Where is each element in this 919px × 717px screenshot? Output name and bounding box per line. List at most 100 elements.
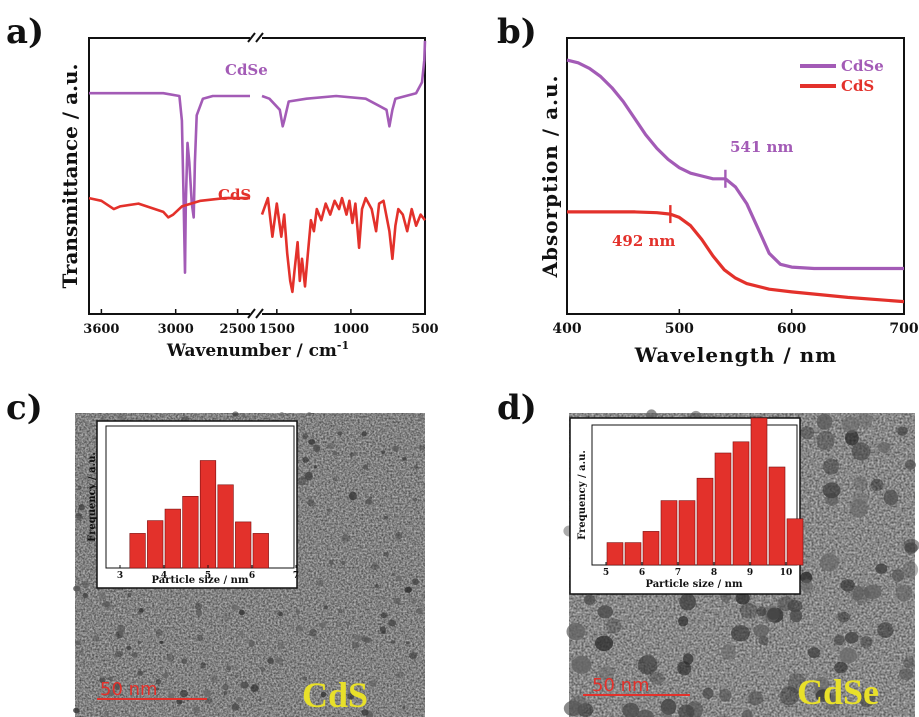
nanoparticle (395, 532, 403, 540)
nanoparticle (374, 584, 380, 589)
hist-cdse-x-tick-label: 7 (675, 568, 681, 578)
nanoparticle (363, 637, 371, 643)
nanoparticle (231, 604, 239, 611)
nanoparticle (313, 465, 318, 469)
nanoparticle (222, 613, 231, 621)
scalebar-label-cds: 50 nm (100, 679, 158, 700)
nanoparticle (758, 635, 769, 646)
nanoparticle (351, 642, 360, 649)
nanoparticle (594, 635, 614, 651)
ftir-x-tick-label: 2500 (220, 322, 256, 337)
nanoparticle (731, 625, 750, 642)
nanoparticle (77, 486, 82, 490)
ftir-series-cds-segment-2 (260, 196, 427, 294)
nanoparticle (81, 580, 89, 589)
nanoparticle (875, 563, 888, 574)
nanoparticle (413, 498, 418, 502)
nanoparticle (197, 635, 203, 641)
uvvis-x-tick-label: 500 (665, 321, 694, 337)
nanoparticle (295, 610, 300, 615)
nanoparticle (139, 607, 144, 613)
nanoparticle (381, 595, 386, 600)
nanoparticle (844, 631, 859, 644)
nanoparticle (883, 489, 899, 506)
uvvis-series-cdse (566, 58, 904, 271)
nanoparticle (853, 476, 868, 491)
hist-cds-x-tick-label: 5 (205, 571, 211, 581)
uvvis-annotation-541: 541 nm (730, 138, 793, 156)
nanoparticle (349, 452, 354, 457)
ftir-chart: 3600 3000 2500 1500 1000 500 CdSe CdS Wavenum… (58, 32, 439, 361)
hist-cdse-x-tick-label: 9 (747, 568, 753, 578)
nanoparticle (583, 594, 596, 605)
nanoparticle (409, 652, 418, 660)
nanoparticle (307, 412, 312, 416)
nanoparticle (569, 695, 588, 715)
panel-label-b: b) (497, 12, 537, 52)
nanoparticle (892, 569, 904, 582)
nanoparticle (298, 476, 307, 486)
hist-cds-y-label: Frequency / a.u. (87, 452, 98, 542)
nanoparticle (839, 647, 857, 664)
nanoparticle (241, 413, 246, 418)
nanoparticle (566, 623, 586, 641)
nanoparticle (720, 593, 731, 603)
nanoparticle (816, 413, 833, 430)
nanoparticle (823, 458, 840, 475)
nanoparticle (239, 631, 244, 636)
nanoparticle (260, 667, 266, 672)
nanoparticle (416, 607, 424, 615)
nanoparticle (114, 650, 123, 658)
nanoparticle (877, 622, 894, 638)
nanoparticle (336, 622, 342, 628)
nanoparticle (248, 640, 255, 647)
legend-label-cds: CdS (841, 77, 874, 95)
nanoparticle (820, 553, 839, 572)
nanoparticle (401, 705, 406, 710)
panel-label-a: a) (6, 12, 44, 52)
nanoparticle (103, 711, 110, 717)
nanoparticle (75, 640, 81, 646)
nanoparticle (405, 641, 410, 645)
nanoparticle (404, 586, 413, 593)
nanoparticle (82, 592, 89, 599)
nanoparticle (747, 691, 764, 706)
ftir-series-cdse-segment-1 (89, 91, 250, 274)
nanoparticle (702, 687, 714, 699)
nanoparticle (660, 698, 677, 715)
nanoparticle (790, 609, 803, 623)
nanoparticle (78, 504, 85, 511)
hist-cdse-bar (750, 417, 768, 566)
nanoparticle (347, 688, 354, 695)
uvvis-chart: 400 500 600 700 CdSe CdS 541 nm 492 nm Wave… (538, 37, 919, 367)
nanoparticle (756, 606, 767, 617)
hist-cds-x-tick-label: 3 (117, 571, 123, 581)
legend-label-cdse: CdSe (841, 57, 884, 75)
nanoparticle (902, 561, 919, 579)
hist-cdse-x-tick-label: 10 (780, 568, 793, 578)
nanoparticle (308, 628, 317, 637)
nanoparticle (345, 621, 351, 626)
nanoparticle (414, 465, 418, 469)
nanoparticle (347, 693, 355, 700)
nanoparticle (598, 666, 615, 681)
nanoparticle (383, 515, 389, 520)
nanoparticle (302, 457, 309, 463)
nanoparticle (127, 592, 132, 597)
ftir-annotation-cdse: CdSe (225, 61, 268, 79)
nanoparticle (341, 560, 346, 566)
hist-cds-bar (129, 533, 146, 569)
hist-cds-x-tick-label: 6 (249, 571, 255, 581)
uvvis-legend: CdSe CdS (800, 57, 884, 95)
nanoparticle (860, 635, 873, 648)
nanoparticle (852, 585, 870, 604)
nanoparticle (279, 412, 284, 416)
uvvis-x-tick-label: 400 (552, 321, 581, 337)
uvvis-y-axis-label: Absorption / a.u. (538, 75, 562, 279)
nanoparticle (181, 658, 188, 665)
nanoparticle (395, 671, 403, 678)
nanoparticle (361, 709, 369, 716)
nanoparticle (319, 622, 326, 628)
hist-cdse-bar (786, 518, 804, 566)
nanoparticle (368, 496, 373, 500)
